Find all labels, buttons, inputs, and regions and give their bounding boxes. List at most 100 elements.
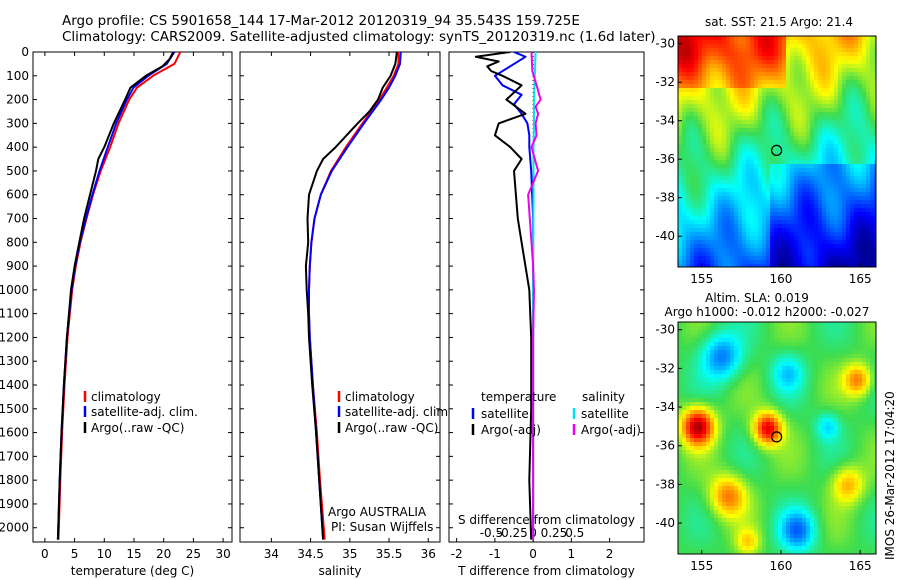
map-cell <box>698 342 703 347</box>
map-cell <box>698 236 703 241</box>
map-cell <box>678 36 683 41</box>
map-cell <box>714 462 719 467</box>
map-cell <box>678 68 683 73</box>
map-cell <box>862 378 867 383</box>
map-cell <box>846 224 851 229</box>
map-cell <box>870 176 875 181</box>
map-cell <box>854 160 859 165</box>
map-cell <box>794 406 799 411</box>
map-cell <box>850 378 855 383</box>
map-cell <box>698 108 703 113</box>
map-cell <box>814 164 819 169</box>
map-cell <box>866 446 871 451</box>
map-cell <box>706 374 711 379</box>
map-cell <box>730 244 735 249</box>
map-cell <box>862 116 867 121</box>
map-cell <box>794 370 799 375</box>
map-cell <box>734 394 739 399</box>
map-cell <box>834 264 839 267</box>
map-cell <box>734 124 739 129</box>
map-cell <box>810 40 815 45</box>
map-cell <box>782 224 787 229</box>
map-cell <box>814 252 819 257</box>
map-cell <box>718 132 723 137</box>
map-cell <box>814 160 819 165</box>
map-cell <box>726 188 731 193</box>
map-cell <box>730 240 735 245</box>
map-cell <box>742 60 747 65</box>
map-cell <box>702 76 707 81</box>
map-cell <box>682 450 687 455</box>
map-cell <box>750 434 755 439</box>
map-cell <box>818 124 823 129</box>
map-cell <box>694 466 699 471</box>
map-cell <box>798 204 803 209</box>
map-cell <box>710 188 715 193</box>
map-cell <box>686 422 691 427</box>
panel-temperature: 0100200300400500600700800900100011001200… <box>0 45 233 578</box>
map-cell <box>682 390 687 395</box>
map-cell <box>798 434 803 439</box>
map-cell <box>754 224 759 229</box>
map-cell <box>710 418 715 423</box>
map-cell <box>778 410 783 415</box>
map-cell <box>846 322 851 327</box>
map-cell <box>850 216 855 221</box>
map-cell <box>790 406 795 411</box>
map-cell <box>838 402 843 407</box>
map-cell <box>862 366 867 371</box>
map-cell <box>822 426 827 431</box>
map-cell <box>866 378 871 383</box>
map-cell <box>762 402 767 407</box>
map-cell <box>794 72 799 77</box>
map-cell <box>850 68 855 73</box>
map-cell <box>726 454 731 459</box>
map-cell <box>834 236 839 241</box>
map-cell <box>750 72 755 77</box>
depth-tick-label: 600 <box>6 188 29 202</box>
map-cell <box>690 406 695 411</box>
map-cell <box>686 68 691 73</box>
map-cell <box>682 180 687 185</box>
map-cell <box>714 40 719 45</box>
map-cell <box>690 386 695 391</box>
map-cell <box>794 438 799 443</box>
map-cell <box>854 422 859 427</box>
map-cell <box>874 224 876 229</box>
map-cell <box>838 434 843 439</box>
map-cell <box>842 354 847 359</box>
map-cell <box>798 410 803 415</box>
map-cell <box>738 192 743 197</box>
map-cell <box>818 462 823 467</box>
map-cell <box>678 438 683 443</box>
map-cell <box>826 56 831 61</box>
map-cell <box>746 188 751 193</box>
map-cell <box>754 418 759 423</box>
map-cell <box>694 52 699 57</box>
map-cell <box>774 176 779 181</box>
map-cell <box>826 184 831 189</box>
map-cell <box>830 422 835 427</box>
map-cell <box>682 60 687 65</box>
map-cell <box>782 184 787 189</box>
map-cell <box>726 196 731 201</box>
map-cell <box>754 382 759 387</box>
map-cell <box>794 212 799 217</box>
salinity-xtick-label: 34.5 <box>297 547 324 561</box>
map-cell <box>678 256 683 261</box>
map-cell <box>694 378 699 383</box>
map-cell <box>706 96 711 101</box>
map-cell <box>750 248 755 253</box>
map-cell <box>758 224 763 229</box>
map-cell <box>686 330 691 335</box>
map-cell <box>838 212 843 217</box>
map-cell <box>754 370 759 375</box>
map-cell <box>726 64 731 69</box>
map-cell <box>714 264 719 267</box>
difference-xtick-label: 2 <box>606 547 614 561</box>
map-cell <box>726 466 731 471</box>
map-cell <box>782 196 787 201</box>
map-cell <box>694 160 699 165</box>
map-cell <box>826 116 831 121</box>
map-cell <box>842 446 847 451</box>
